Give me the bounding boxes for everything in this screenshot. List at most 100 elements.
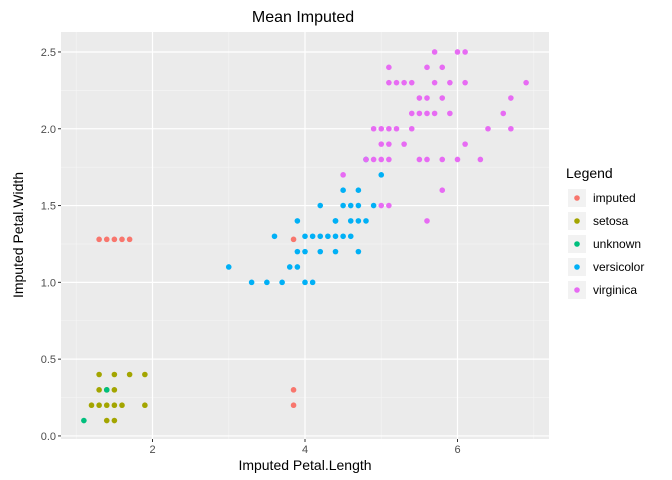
- legend-swatch-unknown: [574, 241, 580, 247]
- point-virginica: [424, 156, 430, 163]
- point-virginica: [370, 156, 377, 163]
- point-versicolor: [248, 279, 255, 286]
- point-versicolor: [302, 248, 308, 255]
- point-virginica: [416, 95, 423, 101]
- point-versicolor: [355, 218, 362, 224]
- point-setosa: [111, 417, 118, 424]
- point-virginica: [439, 95, 446, 101]
- point-virginica: [447, 79, 453, 86]
- point-imputed: [126, 236, 133, 243]
- point-virginica: [378, 125, 385, 132]
- point-versicolor: [279, 279, 285, 286]
- point-versicolor: [309, 233, 316, 240]
- legend-label-imputed: imputed: [593, 191, 636, 205]
- y-tick-label: 0.0: [41, 431, 56, 443]
- point-versicolor: [347, 202, 354, 209]
- point-versicolor: [347, 233, 354, 240]
- point-virginica: [454, 156, 461, 163]
- y-tick-label: 2.0: [41, 124, 56, 136]
- point-versicolor: [363, 218, 369, 224]
- point-versicolor: [264, 279, 270, 286]
- point-unknown: [103, 387, 110, 393]
- point-virginica: [508, 125, 514, 132]
- point-virginica: [370, 125, 377, 132]
- point-setosa: [96, 402, 102, 409]
- point-setosa: [103, 417, 110, 424]
- point-virginica: [408, 110, 415, 117]
- point-versicolor: [340, 202, 346, 209]
- point-virginica: [386, 156, 392, 163]
- legend-swatch-setosa: [574, 218, 580, 224]
- y-axis-title: Imputed Petal.Width: [10, 172, 26, 298]
- legend-label-virginica: virginica: [593, 283, 637, 297]
- point-setosa: [126, 371, 133, 378]
- legend-label-setosa: setosa: [593, 214, 629, 228]
- point-versicolor: [294, 248, 301, 255]
- point-virginica: [386, 79, 392, 86]
- point-virginica: [401, 141, 407, 147]
- axis-ticks: 2 4 6 0.0 0.5 1.0 1.5 2.0 2.5: [41, 47, 461, 456]
- point-virginica: [424, 64, 430, 71]
- point-versicolor: [286, 264, 293, 270]
- point-virginica: [439, 187, 446, 193]
- point-virginica: [416, 156, 423, 163]
- point-versicolor: [340, 233, 346, 240]
- point-versicolor: [355, 248, 362, 255]
- point-versicolor: [355, 187, 362, 193]
- point-virginica: [378, 156, 385, 163]
- point-virginica: [363, 156, 369, 163]
- point-virginica: [462, 49, 468, 55]
- point-imputed: [290, 387, 297, 393]
- point-setosa: [96, 371, 102, 378]
- point-setosa: [88, 402, 95, 409]
- legend-swatch-virginica: [574, 287, 580, 293]
- point-versicolor: [325, 233, 331, 240]
- point-virginica: [508, 95, 514, 101]
- point-versicolor: [294, 264, 301, 270]
- point-versicolor: [340, 187, 346, 193]
- point-setosa: [142, 371, 148, 378]
- point-virginica: [408, 125, 415, 132]
- legend-label-versicolor: versicolor: [593, 260, 644, 274]
- point-virginica: [378, 202, 385, 209]
- point-unknown: [81, 417, 87, 424]
- point-setosa: [111, 402, 118, 409]
- x-tick-label: 4: [302, 444, 308, 456]
- y-tick-label: 2.5: [41, 47, 56, 59]
- point-virginica: [386, 202, 392, 209]
- point-virginica: [500, 110, 507, 117]
- point-imputed: [103, 236, 110, 243]
- point-virginica: [477, 156, 484, 163]
- point-virginica: [523, 79, 529, 86]
- point-setosa: [142, 402, 148, 409]
- point-virginica: [340, 172, 346, 178]
- point-versicolor: [332, 248, 339, 255]
- point-versicolor: [271, 233, 278, 240]
- point-imputed: [111, 236, 118, 243]
- point-imputed: [290, 402, 297, 409]
- point-versicolor: [294, 218, 301, 224]
- y-tick-label: 1.0: [41, 277, 56, 289]
- point-virginica: [401, 79, 407, 86]
- point-virginica: [431, 79, 438, 86]
- point-setosa: [111, 387, 118, 393]
- point-imputed: [96, 236, 102, 243]
- point-virginica: [462, 79, 468, 86]
- point-virginica: [424, 95, 430, 101]
- point-imputed: [290, 236, 297, 243]
- legend: Legend imputed setosa unknown versicolor vir…: [566, 165, 644, 299]
- point-virginica: [424, 218, 430, 224]
- legend-label-unknown: unknown: [593, 237, 641, 251]
- point-versicolor: [370, 202, 377, 209]
- point-virginica: [447, 110, 453, 117]
- x-tick-label: 6: [454, 444, 460, 456]
- legend-swatch-versicolor: [574, 264, 580, 270]
- point-virginica: [386, 141, 392, 147]
- point-virginica: [386, 64, 392, 71]
- point-versicolor: [317, 248, 324, 255]
- point-virginica: [393, 125, 400, 132]
- chart-title: Mean Imputed: [252, 9, 354, 26]
- point-virginica: [462, 141, 468, 147]
- point-versicolor: [302, 233, 308, 240]
